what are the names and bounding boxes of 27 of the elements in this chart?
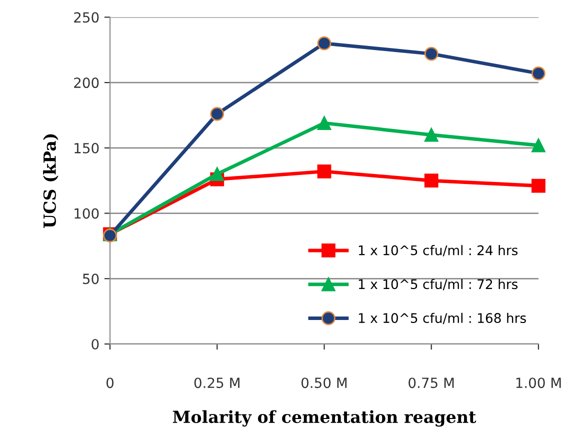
point [532, 138, 546, 152]
x-tick-label: 0.50 M [301, 378, 347, 388]
legend-label: 1 x 10^5 cfu/ml : 168 hrs [358, 312, 526, 324]
x-tick-label: 1.00 M [516, 378, 561, 388]
x-tick-label: 0.75 M [408, 378, 454, 388]
y-tick-label: 50 [82, 274, 99, 284]
point [210, 106, 224, 121]
y-tick-label: 250 [74, 12, 99, 23]
y-tick-label: 0 [92, 338, 99, 350]
legend-label: 1 x 10^5 cfu/ml : 24 hrs [358, 245, 518, 256]
x-axis-title: Molarity of cementation reagent [172, 410, 476, 427]
x-tick-label: 0 [106, 378, 114, 388]
point [424, 46, 438, 61]
x-tick-label: 0.25 M [194, 378, 240, 388]
point [317, 116, 332, 130]
point [317, 164, 332, 178]
point [317, 36, 332, 50]
y-tick-label: 200 [74, 78, 99, 88]
point [210, 167, 224, 182]
y-tick-label: 150 [74, 142, 99, 154]
legend-label: 1 x 10^5 cfu/ml : 72 hrs [358, 278, 518, 290]
point [532, 178, 546, 193]
y-tick-label: 100 [74, 208, 99, 219]
point [424, 174, 438, 188]
point [532, 66, 546, 80]
point [424, 128, 438, 142]
y-axis-title: UCS (kPa) [43, 134, 58, 228]
